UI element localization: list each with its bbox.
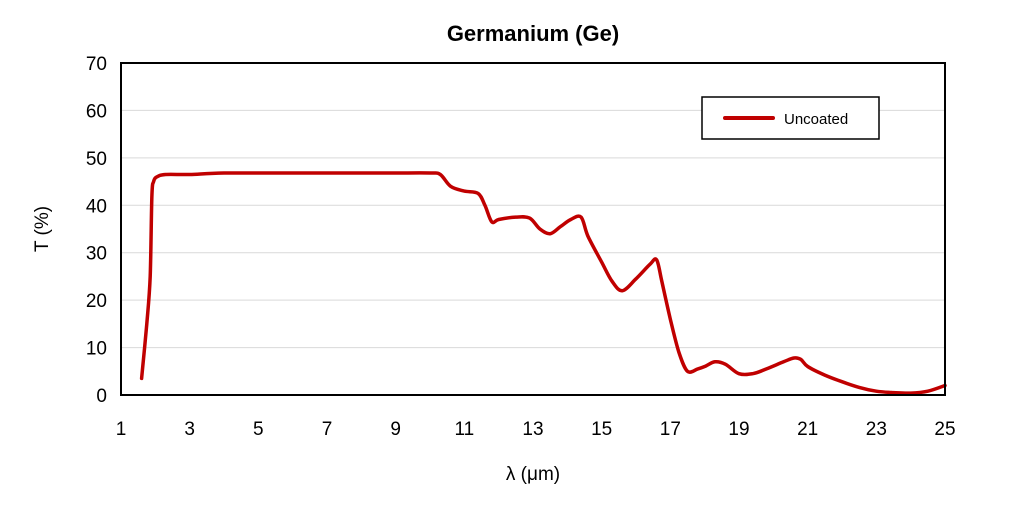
y-tick-label: 10 xyxy=(86,339,107,360)
y-tick-label: 60 xyxy=(86,101,107,122)
x-tick-label: 13 xyxy=(522,419,543,440)
x-axis-label: λ (μm) xyxy=(506,464,560,485)
x-tick-label: 7 xyxy=(322,419,333,440)
y-axis-label: T (%) xyxy=(32,206,53,252)
plot-area-frame xyxy=(120,62,946,396)
x-tick-label: 25 xyxy=(934,419,955,440)
x-tick-label: 3 xyxy=(184,419,195,440)
chart-title: Germanium (Ge) xyxy=(447,21,619,46)
x-tick-label: 23 xyxy=(866,419,887,440)
legend-label-uncoated: Uncoated xyxy=(784,111,848,128)
series-line-uncoated xyxy=(139,171,947,395)
y-tick-label: 70 xyxy=(86,54,107,75)
gridlines xyxy=(121,109,945,349)
x-tick-label: 1 xyxy=(116,419,127,440)
x-tick-label: 5 xyxy=(253,419,264,440)
x-tick-label: 17 xyxy=(660,419,681,440)
x-tick-label: 15 xyxy=(591,419,612,440)
y-tick-label: 30 xyxy=(86,244,107,265)
legend: Uncoated xyxy=(701,96,880,140)
x-tick-label: 21 xyxy=(797,419,818,440)
x-tick-label: 11 xyxy=(454,419,474,440)
y-tick-label: 20 xyxy=(86,291,107,312)
x-tick-label: 19 xyxy=(728,419,749,440)
y-tick-label: 0 xyxy=(96,386,107,407)
x-axis-ticks: 1 3 5 7 9 11 13 15 17 19 21 23 25 xyxy=(116,419,956,440)
y-tick-label: 50 xyxy=(86,149,107,170)
y-tick-label: 40 xyxy=(86,196,107,217)
x-tick-label: 9 xyxy=(390,419,401,440)
y-axis-ticks: 0 10 20 30 40 50 60 70 xyxy=(86,54,107,407)
series-layer xyxy=(139,171,947,395)
